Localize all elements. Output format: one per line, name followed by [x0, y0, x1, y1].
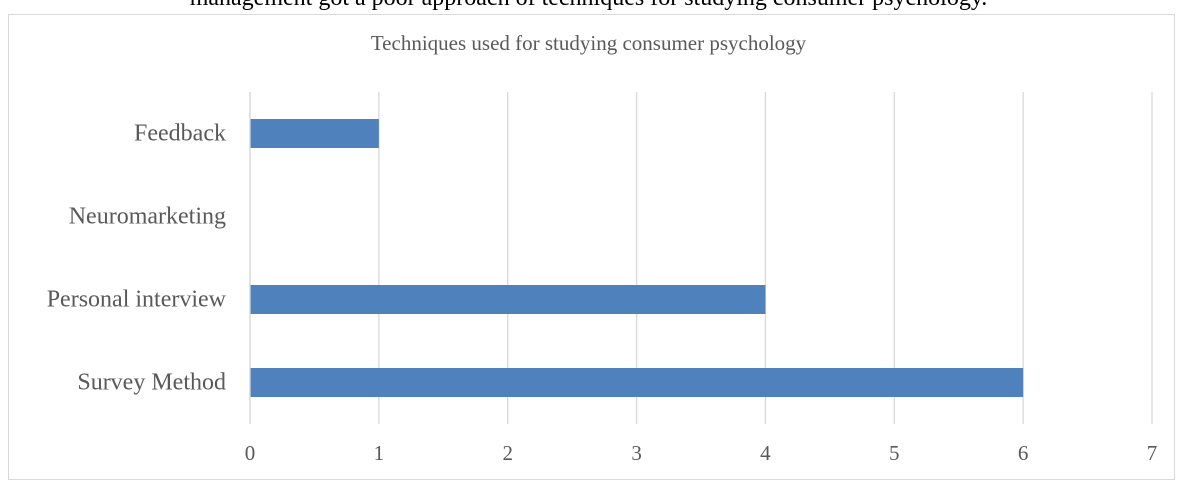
y-category-label: Personal interview: [47, 287, 227, 313]
x-tick-label: 5: [889, 441, 900, 465]
y-category-label: Neuromarketing: [69, 204, 226, 230]
x-tick-label: 6: [1018, 441, 1029, 465]
x-tick-label: 1: [374, 441, 385, 465]
bar-survey-method: [250, 368, 1024, 397]
y-category-label: Survey Method: [77, 370, 226, 396]
preceding-text-line: management got a poor approach of techni…: [0, 0, 1177, 10]
x-tick-label: 4: [760, 441, 771, 465]
y-category-label: Feedback: [134, 121, 226, 147]
bar-personal-interview: [250, 285, 766, 314]
x-tick-label: 2: [502, 441, 513, 465]
bar-feedback: [250, 119, 379, 148]
chart-area: [8, 14, 1175, 480]
x-tick-label: 3: [631, 441, 642, 465]
x-tick-label: 0: [245, 441, 256, 465]
x-tick-label: 7: [1147, 441, 1158, 465]
chart-title: Techniques used for studying consumer ps…: [370, 31, 807, 55]
